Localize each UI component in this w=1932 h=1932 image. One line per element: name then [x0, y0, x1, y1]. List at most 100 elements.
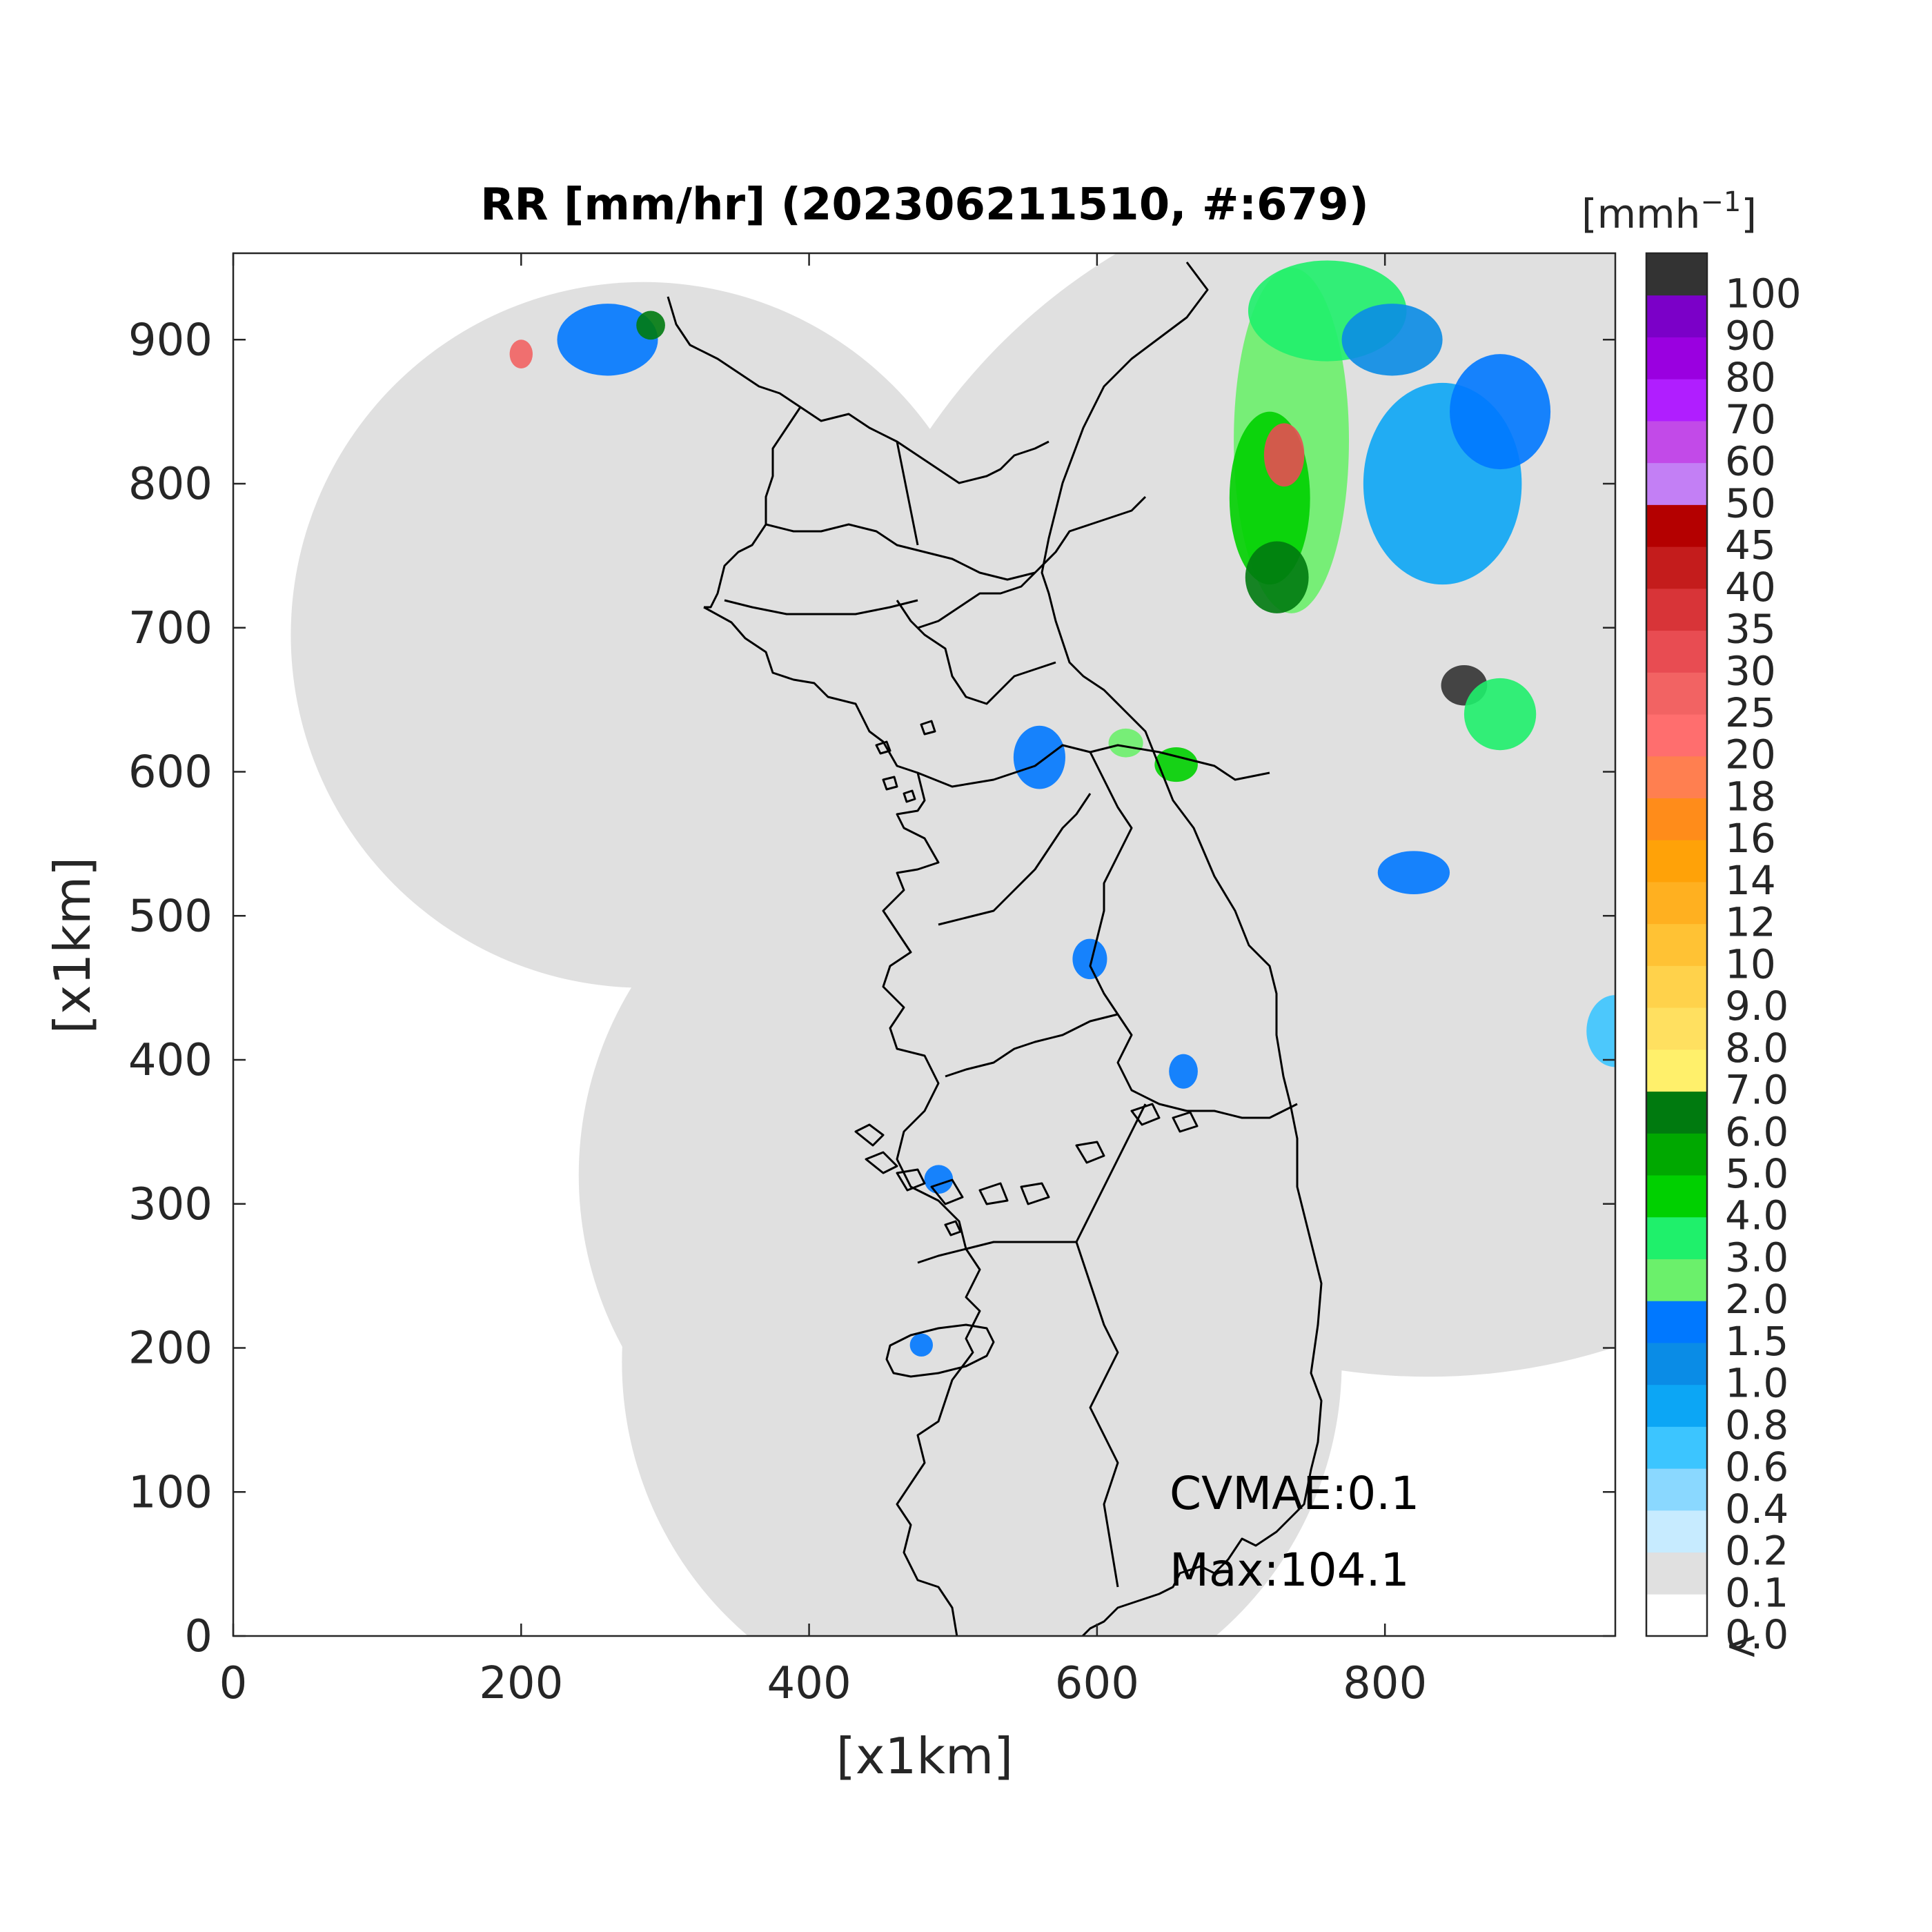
colorbar-unit-exponent: −1 — [1700, 186, 1741, 218]
colorbar-label: < — [1725, 1621, 1759, 1668]
rain-cell — [1013, 725, 1065, 789]
colorbar-label: 50 — [1725, 480, 1776, 526]
colorbar-block — [1646, 1175, 1707, 1218]
rain-cells — [509, 260, 1853, 1357]
province-boundary — [1089, 751, 1298, 1119]
province-boundary — [945, 1013, 1118, 1078]
colorbar-block — [1646, 630, 1707, 673]
rain-cell — [1377, 851, 1450, 894]
y-axis-label: [x1km] — [43, 857, 101, 1034]
colorbar-label: 4.0 — [1725, 1192, 1788, 1239]
rain-cell — [1169, 1054, 1198, 1089]
colorbar-block — [1646, 379, 1707, 422]
colorbar-label: 70 — [1725, 396, 1776, 443]
colorbar-label: 5.0 — [1725, 1150, 1788, 1197]
y-tick-label: 100 — [128, 1467, 213, 1518]
colorbar-label: 1.5 — [1725, 1318, 1788, 1365]
colorbar-block — [1646, 1510, 1707, 1553]
x-tick-label: 800 — [1343, 1658, 1427, 1709]
colorbar-label: 0.6 — [1725, 1443, 1788, 1490]
x-tick-label: 0 — [219, 1658, 248, 1709]
rain-cell — [1072, 938, 1107, 980]
colorbar-label: 6.0 — [1725, 1108, 1788, 1155]
plot-frame — [232, 252, 1617, 1637]
rain-cell — [909, 1333, 934, 1357]
y-tick-label: 900 — [128, 315, 213, 366]
colorbar-unit: [mmh−1] — [1581, 186, 1757, 237]
colorbar-label: 35 — [1725, 606, 1776, 653]
x-axis: 0 200 400 600 800 — [219, 253, 1427, 1709]
southern-islands — [854, 1103, 1199, 1236]
colorbar-block — [1646, 1468, 1707, 1511]
colorbar-block — [1646, 881, 1707, 925]
colorbar-block — [1646, 546, 1707, 589]
colorbar-label: 20 — [1725, 731, 1776, 778]
colorbar-label: 90 — [1725, 312, 1776, 359]
colorbar-block — [1646, 965, 1707, 1008]
colorbar-label: 0.8 — [1725, 1401, 1788, 1448]
x-tick-label: 200 — [479, 1658, 563, 1709]
colorbar-block — [1646, 420, 1707, 464]
y-tick-label: 600 — [128, 747, 213, 798]
y-tick-label: 500 — [128, 891, 213, 942]
colorbar: <0.00.10.20.40.60.81.01.52.03.04.05.06.0… — [1581, 186, 1802, 1668]
colorbar-label: 18 — [1725, 773, 1776, 820]
colorbar-label: 16 — [1725, 815, 1776, 862]
rain-cell — [1586, 995, 1615, 1067]
coverage-disk — [290, 282, 996, 988]
colorbar-label: 25 — [1725, 689, 1776, 736]
y-tick-label: 200 — [128, 1323, 213, 1374]
colorbar-block — [1646, 1594, 1707, 1637]
colorbar-block — [1646, 756, 1707, 798]
coastline — [667, 262, 1323, 1636]
colorbar-label: 12 — [1725, 899, 1776, 946]
colorbar-label: 14 — [1725, 857, 1776, 904]
rain-cell — [1341, 304, 1443, 376]
colorbar-label: 0.4 — [1725, 1486, 1788, 1532]
cvmae-annotation: CVMAE:0.1 — [1170, 1467, 1419, 1520]
y-tick-label: 0 — [184, 1611, 213, 1662]
y-axis: 0 100 200 300 400 500 600 700 800 900 — [128, 315, 1615, 1662]
map-plot-area: CVMAE:0.1 Max:104.1 — [232, 252, 1853, 1637]
colorbar-label: 100 — [1725, 270, 1802, 317]
colorbar-block — [1646, 1259, 1707, 1301]
rain-cell — [1810, 1219, 1853, 1276]
colorbar-label: 10 — [1725, 940, 1776, 987]
colorbar-label: 0.2 — [1725, 1528, 1788, 1575]
jeju-island — [885, 1323, 995, 1378]
x-tick-label: 400 — [767, 1658, 851, 1709]
colorbar-unit-base: [mmh — [1581, 190, 1700, 237]
colorbar-label: 30 — [1725, 647, 1776, 694]
colorbar-block — [1646, 1091, 1707, 1134]
rain-cell — [557, 304, 658, 376]
colorbar-block — [1646, 672, 1707, 715]
province-boundary — [1075, 1241, 1119, 1588]
west-islands — [875, 720, 936, 803]
colorbar-block — [1646, 1552, 1707, 1595]
colorbar-block — [1646, 504, 1707, 547]
rain-cell — [636, 310, 665, 340]
colorbar-block — [1646, 1133, 1707, 1176]
colorbar-label: 40 — [1725, 564, 1776, 611]
province-boundary — [917, 1103, 1147, 1264]
colorbar-unit-close: ] — [1741, 190, 1757, 237]
colorbar-block — [1646, 798, 1707, 840]
colorbar-label: 60 — [1725, 438, 1776, 485]
rain-cell — [1263, 423, 1305, 487]
colorbar-block — [1646, 1342, 1707, 1386]
y-tick-label: 800 — [128, 459, 213, 510]
colorbar-block — [1646, 253, 1707, 296]
colorbar-block — [1646, 1049, 1707, 1092]
colorbar-label: 45 — [1725, 522, 1776, 569]
y-tick-label: 400 — [128, 1035, 213, 1086]
korea-mainland-outline — [703, 262, 1323, 1636]
y-tick-label: 700 — [128, 603, 213, 654]
colorbar-label: 2.0 — [1725, 1276, 1788, 1323]
colorbar-blocks — [1646, 253, 1707, 1637]
colorbar-block — [1646, 1301, 1707, 1343]
colorbar-label: 7.0 — [1725, 1067, 1788, 1114]
colorbar-label: 3.0 — [1725, 1234, 1788, 1281]
colorbar-block — [1646, 462, 1707, 505]
province-boundary — [917, 744, 1270, 788]
